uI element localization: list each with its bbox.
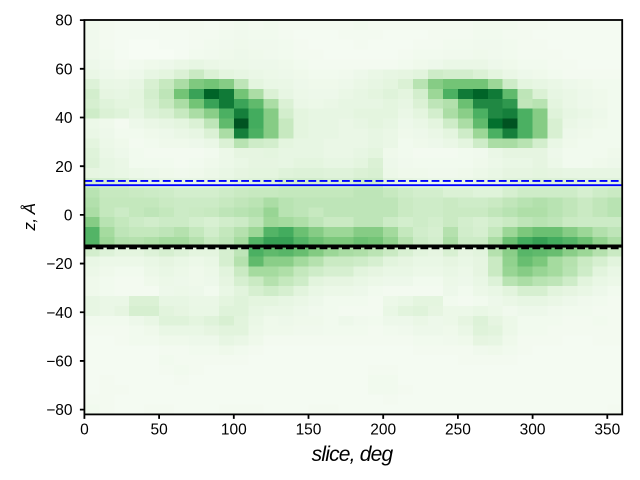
- svg-text:slice, deg: slice, deg: [312, 443, 394, 466]
- svg-text:−40: −40: [46, 305, 73, 322]
- svg-text:−60: −60: [46, 354, 73, 371]
- svg-text:80: 80: [55, 13, 73, 30]
- svg-text:0: 0: [80, 421, 89, 438]
- svg-text:150: 150: [296, 421, 322, 438]
- svg-text:−20: −20: [46, 256, 73, 273]
- svg-text:200: 200: [370, 421, 396, 438]
- svg-text:250: 250: [445, 421, 471, 438]
- svg-text:100: 100: [221, 421, 247, 438]
- svg-text:50: 50: [150, 421, 168, 438]
- svg-text:−80: −80: [46, 402, 73, 419]
- svg-text:0: 0: [64, 208, 73, 225]
- svg-text:20: 20: [55, 159, 73, 176]
- svg-text:300: 300: [520, 421, 546, 438]
- svg-text:350: 350: [594, 421, 620, 438]
- svg-text:z, Å: z, Å: [20, 203, 39, 231]
- svg-text:40: 40: [55, 110, 73, 127]
- svg-text:60: 60: [55, 61, 73, 78]
